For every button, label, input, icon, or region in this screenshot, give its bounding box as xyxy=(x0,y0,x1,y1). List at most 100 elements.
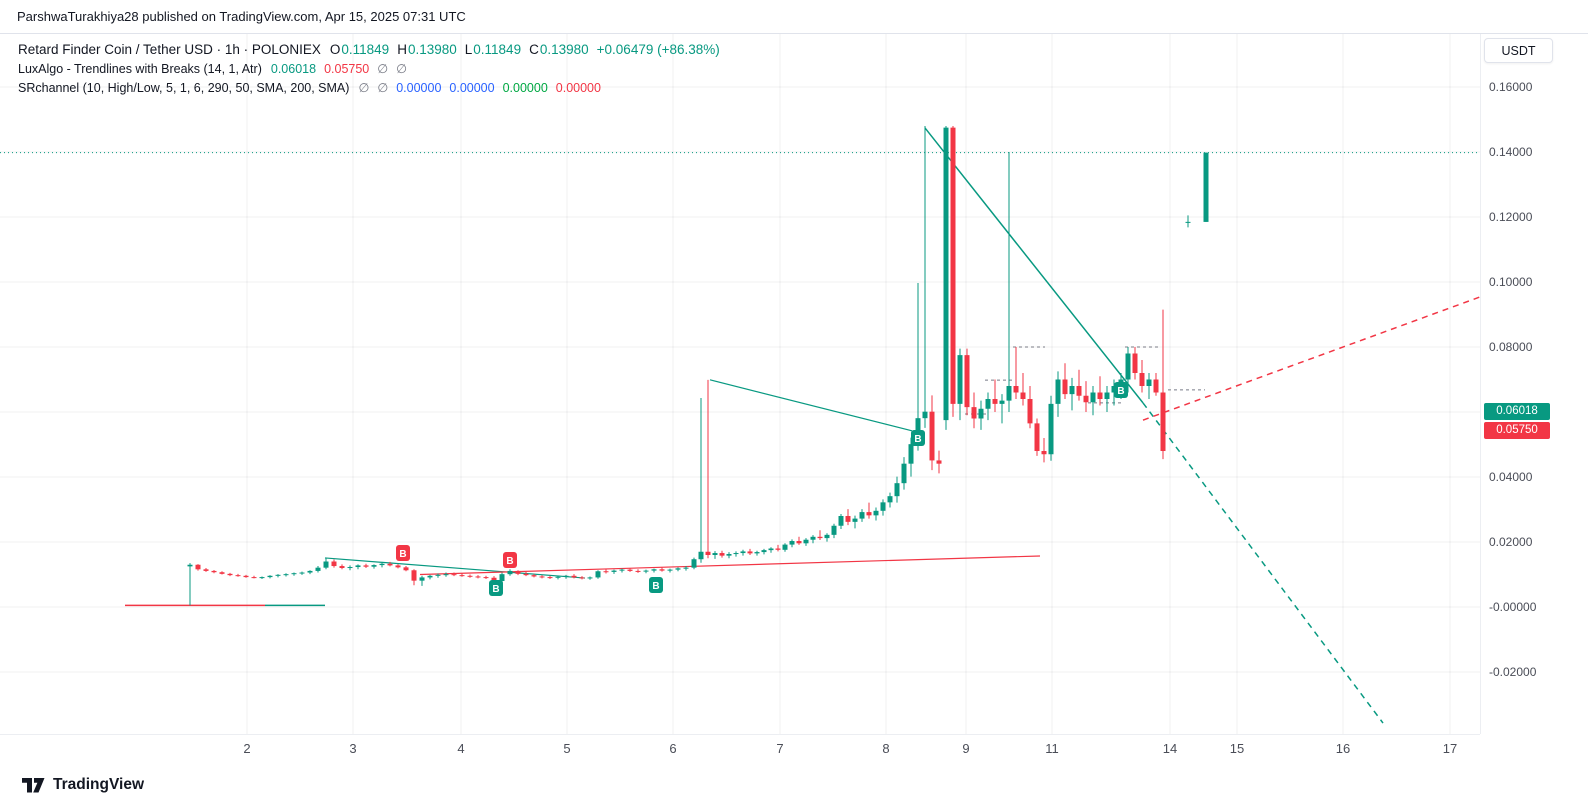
break-label: B xyxy=(489,580,503,596)
time-axis-label: 15 xyxy=(1229,741,1245,756)
candle xyxy=(1153,373,1159,396)
time-axis-label: 9 xyxy=(962,741,970,756)
price-axis-label: 0.12000 xyxy=(1489,210,1533,224)
candle xyxy=(547,575,553,580)
price-axis-label: 0.04000 xyxy=(1489,470,1533,484)
candle xyxy=(219,571,225,575)
legend-indicator-row-srchannel[interactable]: SRchannel (10, High/Low, 5, 1, 6, 290, 5… xyxy=(18,78,728,97)
candle xyxy=(475,575,481,579)
tradingview-logo-icon xyxy=(22,777,45,792)
price-chart-canvas[interactable]: B B B B B B xyxy=(0,34,1480,734)
candle xyxy=(243,574,249,578)
tradingview-wordmark: TradingView xyxy=(53,776,145,793)
candle xyxy=(579,576,585,580)
time-axis-label: 5 xyxy=(563,741,571,756)
candle xyxy=(866,502,872,519)
candle xyxy=(683,566,689,571)
candle xyxy=(1027,386,1033,429)
candle xyxy=(733,551,739,557)
svg-text:B: B xyxy=(399,549,406,560)
candle xyxy=(587,576,593,580)
candle xyxy=(235,573,241,577)
candle xyxy=(845,509,851,526)
candle xyxy=(957,348,963,421)
candle xyxy=(726,552,732,559)
candle xyxy=(705,379,711,559)
candle xyxy=(651,568,657,573)
price-axis-label: 0.10000 xyxy=(1489,275,1533,289)
candle xyxy=(1132,347,1138,380)
candle xyxy=(999,394,1005,424)
price-axis-badge: 0.05750 xyxy=(1484,421,1550,439)
candle xyxy=(831,523,837,539)
candle xyxy=(1090,386,1096,416)
candle xyxy=(451,572,457,577)
legend-indicator-row-luxalgo[interactable]: LuxAlgo - Trendlines with Breaks (14, 1,… xyxy=(18,59,728,78)
candle xyxy=(782,543,788,552)
candle xyxy=(339,564,345,570)
candle xyxy=(531,573,537,578)
candle xyxy=(603,568,609,574)
candle xyxy=(810,535,816,544)
candle xyxy=(754,550,760,556)
candle xyxy=(1160,309,1166,460)
candle xyxy=(371,564,377,569)
candle xyxy=(1041,438,1047,463)
currency-toggle-button[interactable]: USDT xyxy=(1484,38,1553,63)
legend-value: 0.00000 xyxy=(396,80,442,95)
candle xyxy=(251,575,257,579)
time-axis-label: 8 xyxy=(882,741,890,756)
footer: TradingView xyxy=(0,760,1588,810)
candle xyxy=(880,499,886,516)
tradingview-link[interactable]: TradingView xyxy=(22,776,144,794)
candle xyxy=(435,573,441,578)
candle xyxy=(403,566,409,572)
price-axis-label: 0.14000 xyxy=(1489,145,1533,159)
candle xyxy=(740,549,746,556)
candle xyxy=(347,565,353,571)
candle xyxy=(1139,360,1145,393)
candle xyxy=(323,557,329,570)
legend-row3-values: ∅ ∅ 0.00000 0.00000 0.00000 0.00000 xyxy=(358,80,609,96)
candle xyxy=(1146,373,1152,399)
svg-text:B: B xyxy=(506,556,513,567)
candle xyxy=(747,548,753,555)
candle xyxy=(796,536,802,545)
candle xyxy=(395,564,401,569)
trendline xyxy=(1142,296,1480,421)
legend-value: +0.06479 (+86.38%) xyxy=(596,42,720,57)
time-axis-label: 3 xyxy=(349,741,357,756)
legend-value: 0.11849 xyxy=(473,42,522,57)
legend-value: 0.13980 xyxy=(407,42,457,57)
legend-value: ∅ xyxy=(377,81,389,95)
candle xyxy=(563,574,569,579)
candle xyxy=(427,574,433,580)
candle xyxy=(227,572,233,577)
candle xyxy=(299,571,305,575)
legend-value: 0.05750 xyxy=(324,61,370,76)
candle xyxy=(1006,152,1012,412)
break-label: B xyxy=(396,545,410,561)
legend-value: H xyxy=(397,42,407,57)
candle xyxy=(992,379,998,412)
time-axis[interactable]: 2 3 4 5 6 7 8 9 11 14 15 16 17 xyxy=(0,734,1480,761)
candle xyxy=(523,571,529,577)
price-axis[interactable]: 0.16000 0.14000 0.12000 0.10000 0.08000 0.040… xyxy=(1480,34,1588,734)
legend-value: 0.06018 xyxy=(270,61,317,76)
candle xyxy=(901,457,907,490)
candle xyxy=(467,574,473,578)
candle xyxy=(915,282,921,451)
publish-info-text: ParshwaTurakhiya28 published on TradingV… xyxy=(17,9,466,24)
candle xyxy=(698,398,704,563)
candle xyxy=(483,575,489,580)
candle xyxy=(719,550,725,558)
legend-symbol-row[interactable]: Retard Finder Coin / Tether USD · 1h · P… xyxy=(18,40,728,59)
candle xyxy=(908,437,914,477)
time-axis-label: 11 xyxy=(1045,741,1059,756)
candle xyxy=(635,569,641,573)
candle xyxy=(571,574,577,579)
indicator-title-srchannel: SRchannel (10, High/Low, 5, 1, 6, 290, 5… xyxy=(18,80,350,95)
candle xyxy=(211,569,217,574)
legend-value: 0.13980 xyxy=(539,42,589,57)
candle xyxy=(1034,418,1040,456)
